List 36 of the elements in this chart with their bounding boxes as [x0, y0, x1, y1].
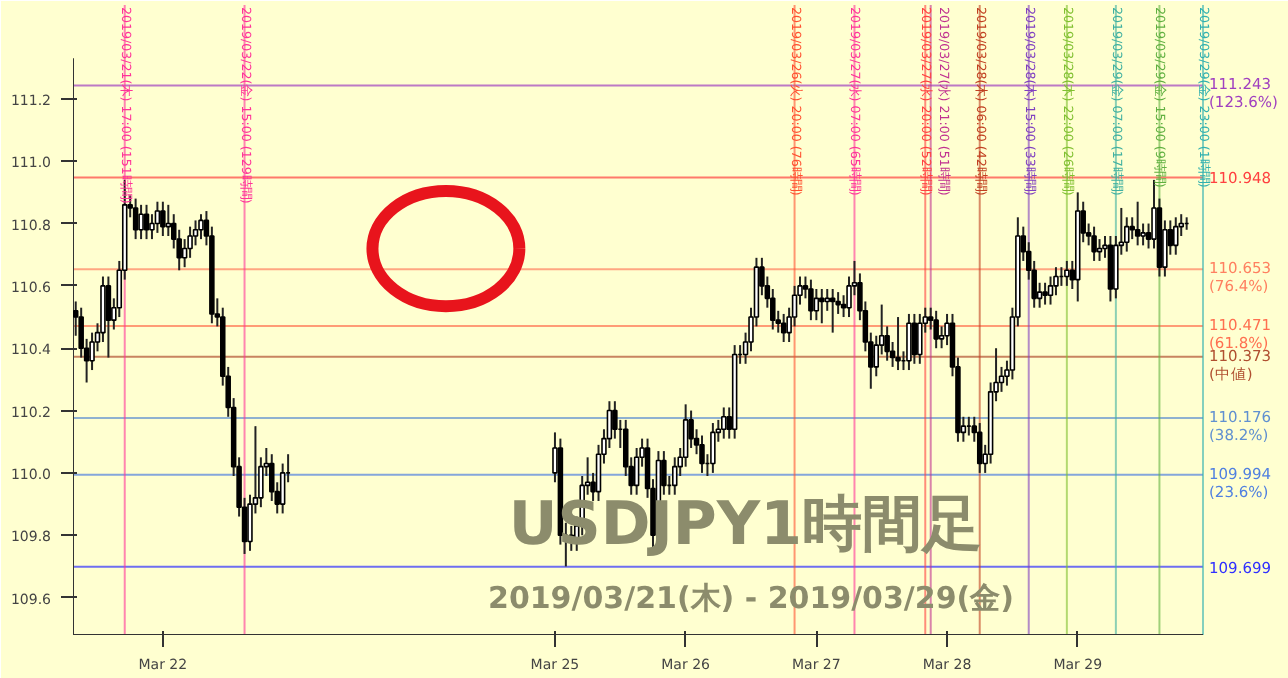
candlestick — [895, 316, 901, 372]
candlestick — [976, 422, 983, 474]
candlestick — [143, 203, 150, 241]
candlestick — [1124, 216, 1130, 253]
candlestick — [1107, 235, 1114, 303]
candlestick — [699, 434, 705, 474]
candlestick — [612, 400, 618, 440]
candlestick — [105, 275, 112, 359]
candlestick — [279, 462, 286, 515]
candlestick — [132, 197, 139, 241]
candlestick — [633, 446, 640, 496]
candlestick — [1134, 200, 1141, 247]
candlestick — [682, 403, 689, 468]
candlestick — [1053, 266, 1059, 297]
candlestick — [138, 203, 144, 241]
candlestick — [1042, 281, 1048, 306]
candlestick — [808, 278, 814, 322]
candlestick — [1064, 259, 1070, 287]
candlestick — [1173, 216, 1179, 256]
candlestick — [672, 456, 678, 496]
candlestick — [198, 213, 204, 241]
candlestick — [933, 309, 939, 350]
candlestick — [813, 287, 820, 322]
candlestick — [721, 406, 727, 440]
candlestick — [1091, 225, 1097, 262]
candlestick — [819, 287, 825, 325]
candlestick — [661, 450, 667, 496]
candlestick — [160, 200, 166, 237]
candlestick — [911, 312, 918, 365]
candlestick — [187, 225, 193, 259]
candlestick — [780, 312, 787, 343]
candlestick — [710, 422, 716, 474]
candlestick — [906, 312, 912, 372]
candlestick — [1047, 275, 1054, 306]
candlestick — [154, 200, 161, 234]
candlestick — [917, 312, 923, 365]
